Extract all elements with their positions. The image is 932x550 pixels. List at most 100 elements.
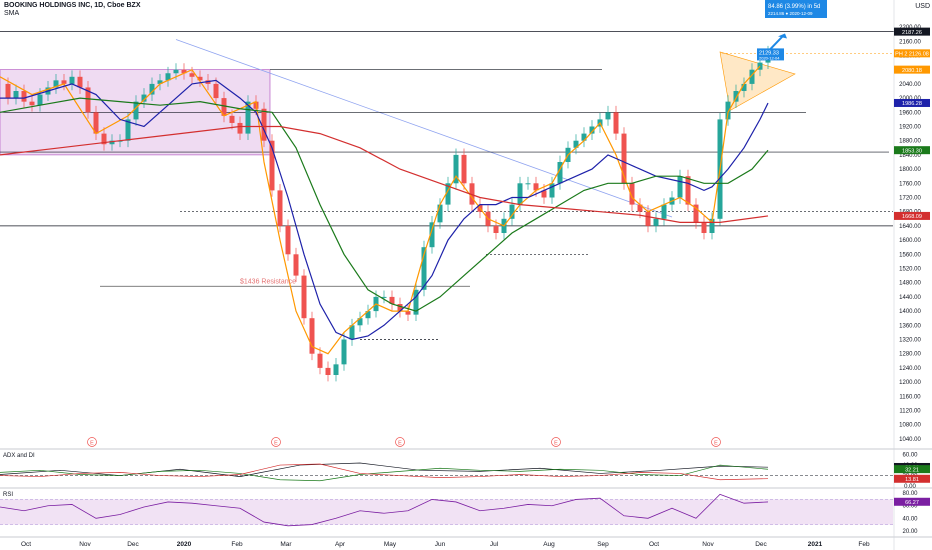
y-tick-label: 1400.00 — [899, 309, 921, 315]
candle-body — [421, 247, 427, 290]
arrow-head-icon — [778, 33, 787, 39]
candle-body — [189, 73, 195, 77]
price-badge — [894, 49, 930, 58]
indicator-label: SMA — [4, 10, 20, 17]
price-badge — [894, 146, 930, 155]
earnings-marker-label: E — [274, 441, 278, 447]
rsi-badge — [894, 497, 930, 506]
y-tick-label: 1200.00 — [899, 380, 921, 386]
candle-body — [589, 126, 595, 134]
y-tick-label: 1280.00 — [899, 352, 921, 358]
candle-body — [381, 296, 387, 298]
candle-body — [701, 222, 707, 233]
candle-body — [725, 101, 731, 120]
candle-body — [173, 69, 179, 74]
y-tick-label: 1320.00 — [899, 338, 921, 344]
candle-body — [29, 101, 35, 106]
candle-body — [661, 204, 667, 219]
candle-body — [581, 133, 587, 141]
candle-body — [301, 275, 307, 319]
candle-body — [709, 218, 715, 233]
candle-body — [621, 133, 627, 184]
x-tick-label: May — [384, 541, 397, 548]
sma-20-line — [0, 79, 769, 341]
projection-box — [765, 0, 827, 18]
projection-date: 2214.86 ● 2020-12-09 — [768, 11, 813, 16]
candle-body — [509, 204, 515, 219]
candle-body — [357, 318, 363, 326]
x-tick-label: Mar — [280, 541, 292, 548]
candle-body — [285, 225, 291, 255]
x-tick-label: Feb — [231, 541, 243, 548]
candle-body — [605, 112, 611, 120]
x-tick-label: Aug — [543, 541, 555, 548]
candle-body — [365, 311, 371, 319]
candle-body — [333, 364, 339, 375]
adx-badge — [894, 465, 930, 474]
earnings-marker-label: E — [714, 441, 718, 447]
candle-body — [733, 91, 739, 102]
candle-body — [293, 254, 299, 276]
triangle-pattern — [719, 51, 796, 111]
y-tick-label: 1800.00 — [899, 167, 921, 173]
earnings-marker-icon — [551, 437, 561, 447]
candle-body — [317, 353, 323, 368]
adx-badge-label: 32.21 — [905, 467, 919, 473]
y-tick-label: 1360.00 — [899, 323, 921, 329]
candle-body — [21, 91, 27, 102]
trendline — [175, 39, 673, 218]
candle-body — [549, 183, 555, 198]
candle-body — [101, 133, 107, 145]
candle-body — [517, 183, 523, 205]
y-tick-label: 1960.00 — [899, 110, 921, 116]
candle-body — [229, 115, 235, 123]
x-tick-label: Dec — [755, 541, 767, 548]
earnings-marker-label: E — [554, 441, 558, 447]
candle-body — [413, 289, 419, 315]
candle-body — [637, 204, 643, 212]
y-tick-label: 1080.00 — [899, 423, 921, 429]
x-tick-label: Oct — [21, 541, 31, 548]
earnings-marker-label: E — [90, 441, 94, 447]
x-tick-label: 2021 — [808, 541, 823, 548]
candle-body — [437, 204, 443, 223]
candle-body — [349, 325, 355, 340]
candle-body — [677, 176, 683, 198]
rsi-tick-label: 40.00 — [902, 516, 918, 522]
y-tick-label: 1760.00 — [899, 181, 921, 187]
candle-body — [429, 222, 435, 248]
currency-label[interactable]: USD — [915, 3, 930, 10]
y-tick-label: 1120.00 — [899, 409, 921, 415]
candle-body — [397, 304, 403, 312]
rsi-band — [0, 499, 893, 525]
rsi-tick-label: 20.00 — [902, 529, 918, 535]
adx-badge — [894, 474, 930, 483]
candle-body — [309, 318, 315, 354]
chart-title: BOOKING HOLDINGS INC, 1D, Cboe BZX — [4, 2, 141, 9]
y-tick-label: 2040.00 — [899, 82, 921, 88]
candle-body — [213, 83, 219, 99]
y-tick-label: 1040.00 — [899, 437, 921, 443]
candle-body — [125, 119, 131, 141]
candle-body — [525, 183, 531, 185]
candle-body — [541, 190, 547, 198]
rsi-line — [0, 493, 769, 527]
candle-body — [341, 339, 347, 365]
earnings-marker-icon — [271, 437, 281, 447]
y-tick-label: 1600.00 — [899, 238, 921, 244]
x-tick-label: Jul — [490, 541, 499, 548]
x-tick-label: Feb — [858, 541, 870, 548]
candle-body — [389, 296, 395, 304]
y-tick-label: 2160.00 — [899, 39, 921, 45]
candle-body — [557, 162, 563, 184]
candle-body — [181, 69, 187, 74]
y-tick-label: 1240.00 — [899, 366, 921, 372]
candle-body — [133, 101, 139, 120]
candle-body — [13, 91, 19, 99]
candle-body — [693, 204, 699, 223]
x-tick-label: Sep — [597, 541, 609, 548]
target-date: 2020-12-04 — [759, 55, 780, 60]
sma-200-line — [0, 125, 769, 223]
candle-body — [149, 83, 155, 95]
